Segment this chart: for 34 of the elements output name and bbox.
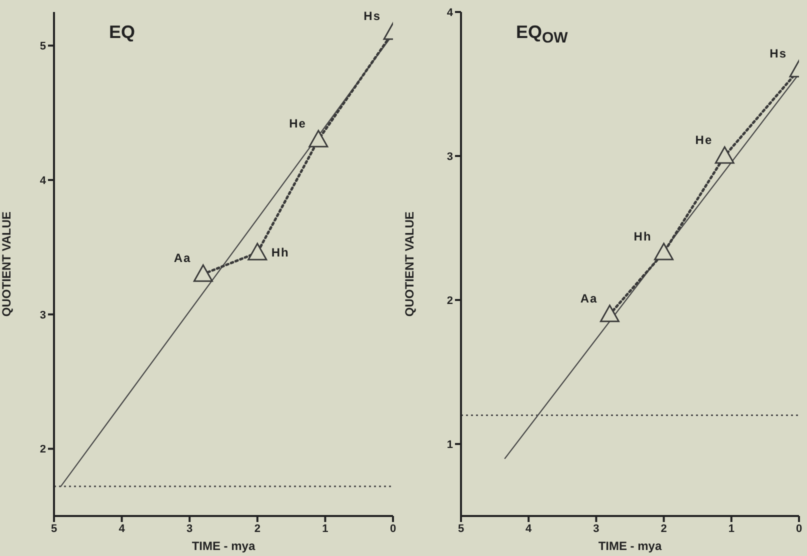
annotation: Hh xyxy=(271,246,290,260)
annotation: Hs xyxy=(770,46,787,61)
y-tick-label: 2 xyxy=(446,294,453,307)
y-tick-label: 5 xyxy=(40,40,46,53)
x-tick-label: 1 xyxy=(322,522,328,535)
y-tick-label: 4 xyxy=(40,174,47,187)
annotation: He xyxy=(695,133,713,147)
x-tick-label: 0 xyxy=(390,522,396,535)
y-tick-label: 3 xyxy=(446,150,453,163)
x-tick-label: 2 xyxy=(254,522,260,535)
annotation: Hs xyxy=(364,9,381,24)
annotation: Aa xyxy=(580,291,598,306)
annotation: Hh xyxy=(634,229,652,244)
y-tick-label: 3 xyxy=(40,309,46,322)
y-tick-label: 1 xyxy=(446,438,453,451)
text: EQ$_{OW}$ xyxy=(516,22,568,47)
x-tick-label: 2 xyxy=(660,522,667,535)
y-axis-title: QUOTIENT VALUE xyxy=(0,211,14,317)
x-tick-label: 3 xyxy=(593,522,600,535)
x-tick-label: 5 xyxy=(458,522,464,535)
annotation: Aa xyxy=(174,251,192,266)
x-axis-title: TIME - mya xyxy=(598,539,662,553)
x-axis-title: TIME - mya xyxy=(192,539,256,553)
annotation: He xyxy=(289,116,306,131)
x-tick-label: 0 xyxy=(796,522,802,535)
x-tick-label: 4 xyxy=(526,522,533,535)
x-tick-label: 1 xyxy=(728,522,734,535)
y-axis-title: QUOTIENT VALUE xyxy=(402,211,416,317)
x-tick-label: 3 xyxy=(186,522,193,535)
x-tick-label: 4 xyxy=(118,522,126,535)
x-tick-label: 5 xyxy=(50,522,58,535)
text: EQ xyxy=(109,22,136,43)
y-tick-label: 4 xyxy=(446,6,454,19)
y-tick-label: 2 xyxy=(40,444,46,456)
